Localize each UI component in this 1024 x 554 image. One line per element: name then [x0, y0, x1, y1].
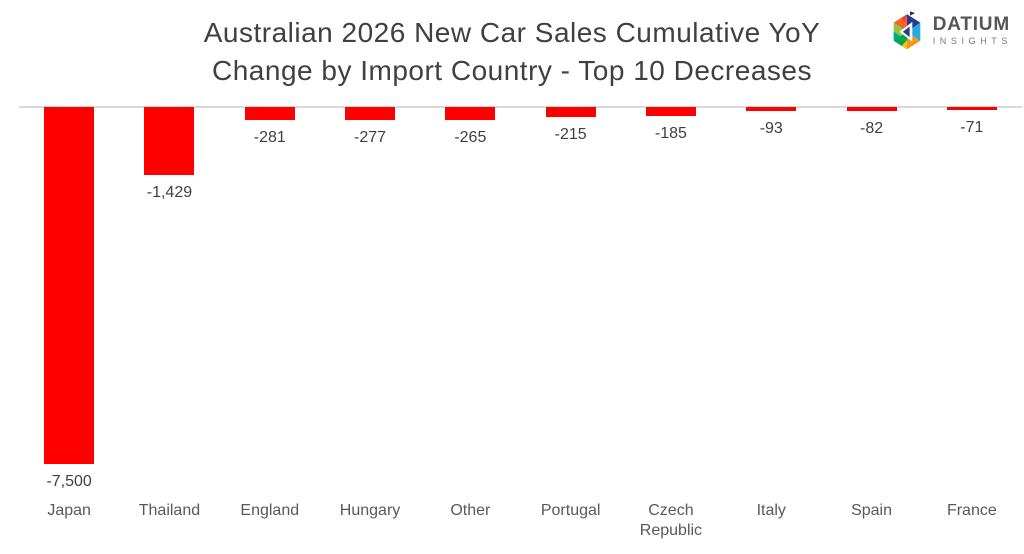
bar-hungary	[345, 107, 396, 121]
category-label-england: England	[240, 502, 300, 519]
datium-insights-logo: DATIUM INSIGHTS	[888, 11, 1012, 51]
value-label-france: -71	[960, 119, 984, 137]
category-label-spain: Spain	[851, 502, 892, 519]
datium-logo-text: DATIUM INSIGHTS	[933, 15, 1012, 47]
chart-title-line-1: Australian 2026 New Car Sales Cumulative…	[203, 17, 821, 48]
category-label-portugal: Portugal	[540, 502, 601, 519]
datium-logo-name: DATIUM	[932, 14, 1010, 35]
bar-japan	[44, 107, 95, 464]
bar-france	[946, 107, 997, 111]
bar-thailand	[144, 107, 195, 176]
category-label-thailand: Thailand	[138, 502, 201, 519]
category-label-hungary: Hungary	[339, 502, 401, 519]
category-label-france: France	[946, 502, 997, 519]
datium-logo-icon	[893, 11, 920, 50]
value-label-hungary: -277	[354, 129, 387, 147]
chart-title-line-2: Change by Import Country - Top 10 Decrea…	[212, 55, 812, 86]
value-label-japan: -7,500	[46, 473, 92, 490]
datium-logo-subtitle: INSIGHTS	[932, 36, 1012, 46]
value-label-portugal: -215	[554, 126, 587, 144]
bar-other	[445, 107, 496, 120]
value-label-other: -265	[454, 128, 487, 146]
bar-italy	[746, 107, 797, 112]
zero-axis-line	[19, 106, 1022, 108]
value-label-czech-republic: -185	[654, 124, 687, 142]
value-label-england: -281	[253, 129, 286, 147]
category-label-italy: Italy	[756, 502, 786, 519]
category-label-czech-republic: Czech Republic	[639, 502, 703, 539]
value-label-thailand: -1,429	[146, 184, 193, 202]
chart-title: Australian 2026 New Car Sales Cumulative…	[0, 14, 1024, 90]
value-label-spain: -82	[859, 119, 884, 137]
bar-spain	[846, 107, 897, 111]
category-label-japan: Japan	[47, 502, 91, 519]
bar-england	[244, 107, 295, 121]
bar-portugal	[545, 107, 596, 118]
category-label-other: Other	[450, 502, 491, 519]
value-label-italy: -93	[759, 120, 783, 138]
bar-czech-republic	[645, 107, 696, 116]
